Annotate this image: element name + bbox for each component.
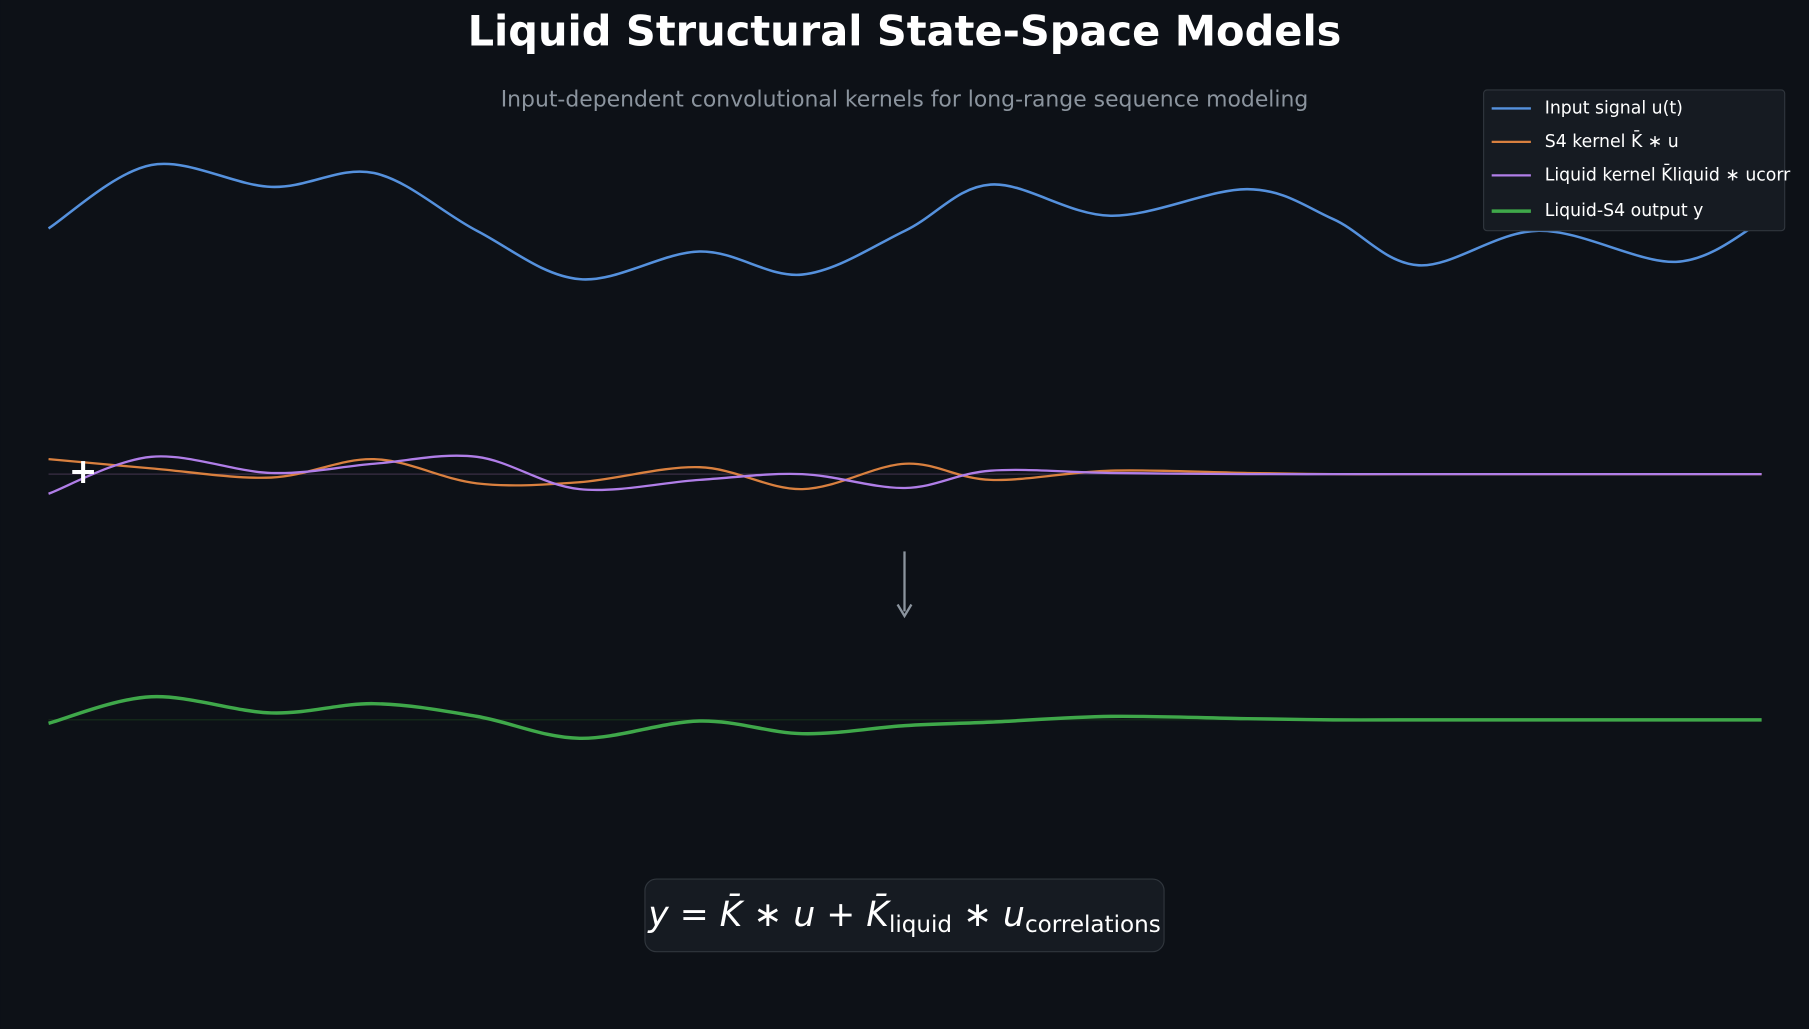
- chart-subtitle: Input-dependent convolutional kernels fo…: [501, 87, 1309, 112]
- equation-part: y = K̄ ∗ u + K̄: [647, 893, 891, 935]
- series-line: [48, 694, 1762, 741]
- series-line: [48, 454, 1762, 495]
- flow-arrow-head: [896, 603, 913, 619]
- legend: Input signal u(t) S4 kernel K̄ ∗ u Liquid …: [1491, 98, 1791, 221]
- plus-annotation: +: [69, 452, 98, 492]
- series-line: [47, 162, 1763, 281]
- equation-subscript: correlations: [1025, 912, 1161, 938]
- equation: y = K̄ ∗ u + K̄liquid ∗ ucorrelations: [647, 893, 1161, 938]
- equation-box: [644, 878, 1165, 953]
- legend-label: Input signal u(t): [1545, 98, 1683, 118]
- chart-title: Liquid Structural State-Space Models: [468, 7, 1342, 56]
- lines: [47, 162, 1763, 741]
- legend-label: S4 kernel K̄ ∗ u: [1545, 130, 1679, 152]
- legend-label: Liquid-S4 output y: [1545, 201, 1704, 221]
- equation-part: ∗ u: [952, 895, 1025, 935]
- legend-box: [1483, 89, 1786, 232]
- equation-subscript: liquid: [889, 912, 952, 938]
- legend-label: Liquid kernel K̄liquid ∗ ucorr: [1545, 163, 1791, 185]
